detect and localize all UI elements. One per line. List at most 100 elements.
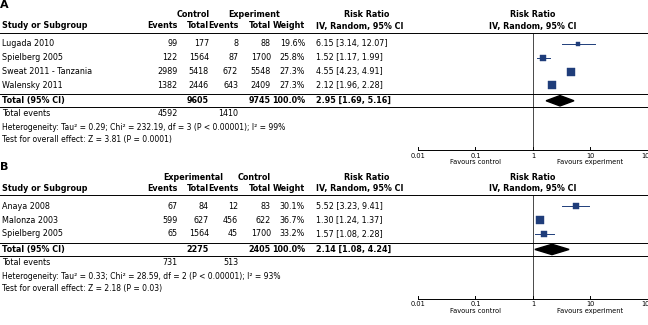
Text: Weight: Weight (273, 21, 305, 31)
Text: Events: Events (208, 184, 238, 193)
Text: 100.0%: 100.0% (272, 245, 305, 254)
Text: IV, Random, 95% CI: IV, Random, 95% CI (489, 21, 577, 31)
Text: Events: Events (208, 21, 238, 31)
Text: 1: 1 (531, 153, 535, 159)
Text: 84: 84 (199, 202, 209, 211)
Text: 36.7%: 36.7% (280, 216, 305, 225)
Text: 513: 513 (223, 258, 238, 267)
Text: 599: 599 (162, 216, 178, 225)
Text: 87: 87 (228, 53, 238, 62)
Text: 10: 10 (586, 302, 595, 307)
Text: 0.1: 0.1 (470, 153, 481, 159)
Text: Anaya 2008: Anaya 2008 (2, 202, 50, 211)
Text: 1: 1 (531, 302, 535, 307)
Text: Total (95% CI): Total (95% CI) (2, 96, 65, 105)
Text: IV, Random, 95% CI: IV, Random, 95% CI (316, 21, 403, 31)
Text: 100.0%: 100.0% (272, 96, 305, 105)
Text: Favours experiment: Favours experiment (557, 308, 623, 314)
Text: Total: Total (249, 184, 271, 193)
Text: Heterogeneity: Tau² = 0.33; Chi² = 28.59, df = 2 (P < 0.00001); I² = 93%: Heterogeneity: Tau² = 0.33; Chi² = 28.59… (2, 272, 281, 281)
Text: 27.3%: 27.3% (279, 81, 305, 90)
Text: Study or Subgroup: Study or Subgroup (2, 21, 87, 31)
Text: 1700: 1700 (251, 53, 271, 62)
Text: IV, Random, 95% CI: IV, Random, 95% CI (316, 184, 403, 193)
Text: 100: 100 (642, 153, 648, 159)
Text: 622: 622 (255, 216, 271, 225)
Text: Heterogeneity: Tau² = 0.29; Chi² = 232.19, df = 3 (P < 0.00001); I² = 99%: Heterogeneity: Tau² = 0.29; Chi² = 232.1… (2, 123, 285, 132)
Text: 2409: 2409 (251, 81, 271, 90)
Text: 1.52 [1.17, 1.99]: 1.52 [1.17, 1.99] (316, 53, 382, 62)
Text: 1564: 1564 (189, 53, 209, 62)
Text: 2.14 [1.08, 4.24]: 2.14 [1.08, 4.24] (316, 245, 391, 254)
Text: 627: 627 (194, 216, 209, 225)
Text: 2.95 [1.69, 5.16]: 2.95 [1.69, 5.16] (316, 96, 391, 105)
Text: Favours control: Favours control (450, 308, 501, 314)
Text: 19.6%: 19.6% (280, 39, 305, 48)
Text: Experiment: Experiment (229, 10, 281, 19)
Text: Spielberg 2005: Spielberg 2005 (2, 229, 63, 239)
Text: 83: 83 (261, 202, 271, 211)
Text: 2989: 2989 (157, 67, 178, 76)
Text: B: B (0, 162, 8, 172)
Text: 4.55 [4.23, 4.91]: 4.55 [4.23, 4.91] (316, 67, 382, 76)
Text: IV, Random, 95% CI: IV, Random, 95% CI (489, 184, 577, 193)
Text: 8: 8 (233, 39, 238, 48)
Text: Weight: Weight (273, 184, 305, 193)
Text: Spielberg 2005: Spielberg 2005 (2, 53, 63, 62)
Text: 65: 65 (167, 229, 178, 239)
Text: 67: 67 (167, 202, 178, 211)
Text: Malonza 2003: Malonza 2003 (2, 216, 58, 225)
Text: 1564: 1564 (189, 229, 209, 239)
Text: 1410: 1410 (218, 109, 238, 118)
Text: Total events: Total events (2, 109, 51, 118)
Text: 0.1: 0.1 (470, 302, 481, 307)
Text: Favours control: Favours control (450, 159, 501, 165)
Text: 12: 12 (228, 202, 238, 211)
Text: Total events: Total events (2, 258, 51, 267)
Text: 122: 122 (163, 53, 178, 62)
Text: 99: 99 (167, 39, 178, 48)
Polygon shape (546, 96, 574, 106)
Text: 1.30 [1.24, 1.37]: 1.30 [1.24, 1.37] (316, 216, 382, 225)
Text: Total (95% CI): Total (95% CI) (2, 245, 65, 254)
Text: Events: Events (147, 21, 178, 31)
Text: Risk Ratio: Risk Ratio (510, 173, 556, 182)
Text: Control: Control (177, 10, 210, 19)
Text: 88: 88 (261, 39, 271, 48)
Text: 1700: 1700 (251, 229, 271, 239)
Text: Total: Total (187, 21, 209, 31)
Text: 2275: 2275 (187, 245, 209, 254)
Text: Events: Events (147, 184, 178, 193)
Text: Study or Subgroup: Study or Subgroup (2, 184, 87, 193)
Text: 4592: 4592 (157, 109, 178, 118)
Text: 177: 177 (194, 39, 209, 48)
Text: 9745: 9745 (249, 96, 271, 105)
Text: 2405: 2405 (249, 245, 271, 254)
Text: 456: 456 (223, 216, 238, 225)
Text: 27.3%: 27.3% (279, 67, 305, 76)
Text: 30.1%: 30.1% (280, 202, 305, 211)
Text: 643: 643 (224, 81, 238, 90)
Text: 9605: 9605 (187, 96, 209, 105)
Polygon shape (535, 244, 569, 255)
Text: Control: Control (238, 173, 271, 182)
Text: Test for overall effect: Z = 2.18 (P = 0.03): Test for overall effect: Z = 2.18 (P = 0… (2, 284, 162, 293)
Text: 0.01: 0.01 (411, 153, 425, 159)
Text: 100: 100 (642, 302, 648, 307)
Text: Experimental: Experimental (163, 173, 224, 182)
Text: 2446: 2446 (189, 81, 209, 90)
Text: 33.2%: 33.2% (280, 229, 305, 239)
Text: Test for overall effect: Z = 3.81 (P = 0.0001): Test for overall effect: Z = 3.81 (P = 0… (2, 135, 172, 144)
Text: Risk Ratio: Risk Ratio (344, 10, 389, 19)
Text: 1382: 1382 (157, 81, 178, 90)
Text: 5548: 5548 (251, 67, 271, 76)
Text: Sweat 2011 - Tanzania: Sweat 2011 - Tanzania (2, 67, 92, 76)
Text: 45: 45 (228, 229, 238, 239)
Text: Total: Total (187, 184, 209, 193)
Text: A: A (0, 0, 8, 10)
Text: Risk Ratio: Risk Ratio (510, 10, 556, 19)
Text: 10: 10 (586, 153, 595, 159)
Text: Lugada 2010: Lugada 2010 (2, 39, 54, 48)
Text: Walensky 2011: Walensky 2011 (2, 81, 63, 90)
Text: 25.8%: 25.8% (279, 53, 305, 62)
